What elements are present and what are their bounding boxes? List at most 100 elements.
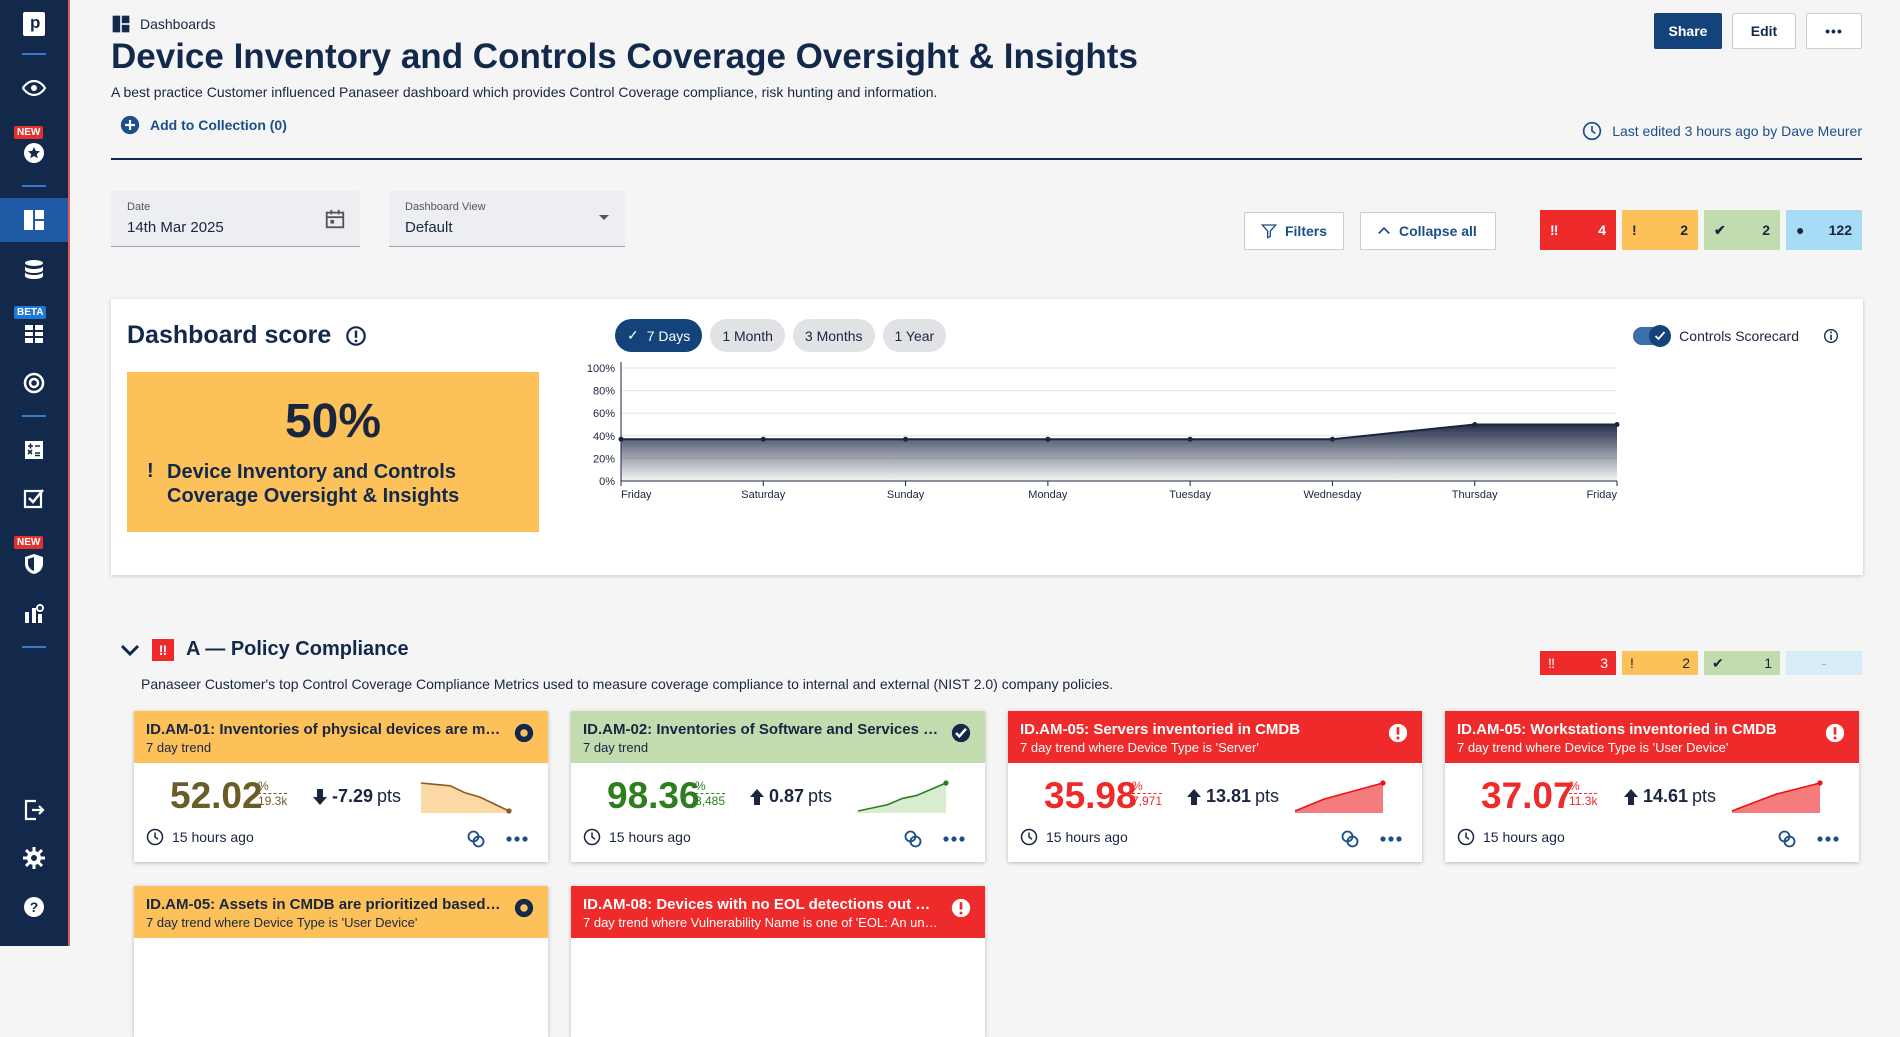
ok-count-chip[interactable]: ✔ 2	[1704, 210, 1780, 250]
y-tick-label: 20%	[593, 453, 615, 465]
metric-title[interactable]: ID.AM-05: Assets in CMDB are prioritized…	[146, 896, 502, 913]
check-icon: ✓	[627, 327, 639, 343]
metric-card-header[interactable]: ID.AM-05: Assets in CMDB are prioritized…	[134, 886, 548, 938]
help-icon[interactable]: ?	[0, 887, 68, 927]
score-area	[621, 424, 1617, 481]
star-badge-icon[interactable]	[0, 133, 68, 173]
link-records-icon[interactable]	[1777, 829, 1797, 849]
more-icon[interactable]	[1380, 836, 1402, 842]
metric-delta: 13.81 pts	[1186, 786, 1279, 807]
more-icon[interactable]	[506, 836, 528, 842]
dashboard-view-select[interactable]: Dashboard View Default	[389, 191, 625, 247]
logout-icon[interactable]	[0, 790, 68, 830]
dashboard-view-label: Dashboard View	[405, 201, 486, 213]
controls-scorecard-toggle[interactable]: Controls Scorecard	[1633, 325, 1839, 347]
target-icon[interactable]	[0, 363, 68, 403]
metric-card-header[interactable]: ID.AM-01: Inventories of physical device…	[134, 711, 548, 763]
warning-count-chip[interactable]: ! 2	[1622, 210, 1698, 250]
date-field[interactable]: Date 14th Mar 2025	[111, 191, 360, 247]
metric-subtitle: 7 day trend	[146, 740, 212, 755]
sparkline-area	[1732, 783, 1820, 813]
metric-subtitle: 7 day trend	[583, 740, 649, 755]
x-tick-label: Tuesday	[1169, 489, 1211, 501]
dashboard-view-value: Default	[405, 219, 453, 236]
metric-card[interactable]: ID.AM-08: Devices with no EOL detections…	[571, 886, 985, 1037]
more-icon[interactable]	[1817, 836, 1839, 842]
analytics-icon[interactable]	[0, 594, 68, 634]
breadcrumb-label[interactable]: Dashboards	[140, 16, 216, 32]
range-3-months[interactable]: 3 Months	[792, 319, 875, 352]
data-point	[760, 436, 766, 442]
metric-card-header[interactable]: ID.AM-05: Servers inventoried in CMDB 7 d…	[1008, 711, 1422, 763]
range-7-days[interactable]: ✓ 7 Days	[615, 319, 703, 352]
range-1-year[interactable]: 1 Year	[882, 319, 947, 352]
checklist-icon[interactable]	[0, 478, 68, 518]
info-icon[interactable]	[345, 325, 367, 347]
shield-icon[interactable]	[0, 544, 68, 584]
critical-count-chip[interactable]: ‼ 4	[1540, 210, 1616, 250]
gear-icon[interactable]	[0, 838, 68, 878]
data-point	[903, 436, 909, 442]
link-records-icon[interactable]	[1340, 829, 1360, 849]
metric-title[interactable]: ID.AM-05: Workstations inventoried in CM…	[1457, 721, 1777, 738]
dashboard-icon[interactable]	[0, 198, 68, 242]
edit-button[interactable]: Edit	[1732, 13, 1796, 49]
main-content: Dashboards Device Inventory and Controls…	[70, 0, 1900, 1037]
more-button[interactable]: •••	[1806, 13, 1862, 49]
metric-title[interactable]: ID.AM-01: Inventories of physical device…	[146, 721, 502, 738]
metric-title[interactable]: ID.AM-05: Servers inventoried in CMDB	[1020, 721, 1301, 738]
breadcrumb[interactable]: Dashboards	[111, 14, 216, 34]
more-icon[interactable]	[943, 836, 965, 842]
section-ok-chip[interactable]: ✔ 1	[1704, 651, 1780, 675]
filters-button[interactable]: Filters	[1244, 212, 1344, 250]
section-critical-chip[interactable]: ‼ 3	[1540, 651, 1616, 675]
collapse-all-button[interactable]: Collapse all	[1360, 212, 1496, 250]
section-warning-chip[interactable]: ! 2	[1622, 651, 1698, 675]
section-info-count: -	[1821, 655, 1827, 671]
sparkline-area	[858, 783, 946, 813]
metric-title[interactable]: ID.AM-08: Devices with no EOL detections…	[583, 896, 939, 913]
link-records-icon[interactable]	[466, 829, 486, 849]
warning-count: 2	[1680, 222, 1688, 238]
range-1-month[interactable]: 1 Month	[710, 319, 785, 352]
link-records-icon[interactable]	[903, 829, 923, 849]
score-line	[621, 423, 1617, 441]
metric-card[interactable]: ID.AM-05: Workstations inventoried in CM…	[1445, 711, 1859, 862]
toggle-switch[interactable]	[1633, 325, 1672, 347]
metric-card[interactable]: ID.AM-05: Servers inventoried in CMDB 7 d…	[1008, 711, 1422, 862]
metric-card-header[interactable]: ID.AM-05: Workstations inventoried in CM…	[1445, 711, 1859, 763]
calculator-icon[interactable]	[0, 430, 68, 470]
chevron-down-icon[interactable]	[120, 643, 140, 657]
metric-card-header[interactable]: ID.AM-08: Devices with no EOL detections…	[571, 886, 985, 938]
section-warning-count: 2	[1682, 655, 1690, 671]
metric-card[interactable]: ID.AM-02: Inventories of Software and Se…	[571, 711, 985, 862]
metric-card[interactable]: ID.AM-01: Inventories of physical device…	[134, 711, 548, 862]
metric-card-header[interactable]: ID.AM-02: Inventories of Software and Se…	[571, 711, 985, 763]
metric-subtitle: 7 day trend where Device Type is 'User D…	[146, 915, 418, 930]
section-description: Panaseer Customer's top Control Coverage…	[141, 676, 1113, 692]
calendar-icon[interactable]	[324, 208, 346, 230]
add-to-collection-button[interactable]: Add to Collection (0)	[120, 115, 287, 135]
sparkline-endpoint	[943, 780, 949, 786]
share-button[interactable]: Share	[1654, 13, 1722, 49]
eye-icon[interactable]	[0, 68, 68, 108]
info-icon[interactable]	[1823, 328, 1839, 344]
metric-title[interactable]: ID.AM-02: Inventories of Software and Se…	[583, 721, 939, 738]
metric-fraction: % 8,485	[695, 779, 726, 808]
section-info-chip[interactable]: -	[1786, 651, 1862, 675]
info-count-chip[interactable]: ● 122	[1786, 210, 1862, 250]
logo-letter: p	[23, 12, 45, 36]
table-icon[interactable]	[0, 314, 68, 354]
database-icon[interactable]	[0, 250, 68, 290]
logo-icon[interactable]: p	[0, 4, 68, 44]
x-tick-label: Monday	[1028, 489, 1068, 501]
sparkline-endpoint	[1817, 780, 1823, 786]
metric-updated: 15 hours ago	[583, 828, 691, 846]
section-header[interactable]: ‼ A — Policy Compliance	[120, 638, 409, 661]
sparkline-area	[1295, 783, 1383, 813]
warning-icon: !	[147, 460, 154, 482]
toggle-knob	[1649, 325, 1672, 347]
metric-card[interactable]: ID.AM-05: Assets in CMDB are prioritized…	[134, 886, 548, 1037]
controls-scorecard-label: Controls Scorecard	[1679, 328, 1799, 344]
collapse-all-label: Collapse all	[1399, 223, 1477, 239]
